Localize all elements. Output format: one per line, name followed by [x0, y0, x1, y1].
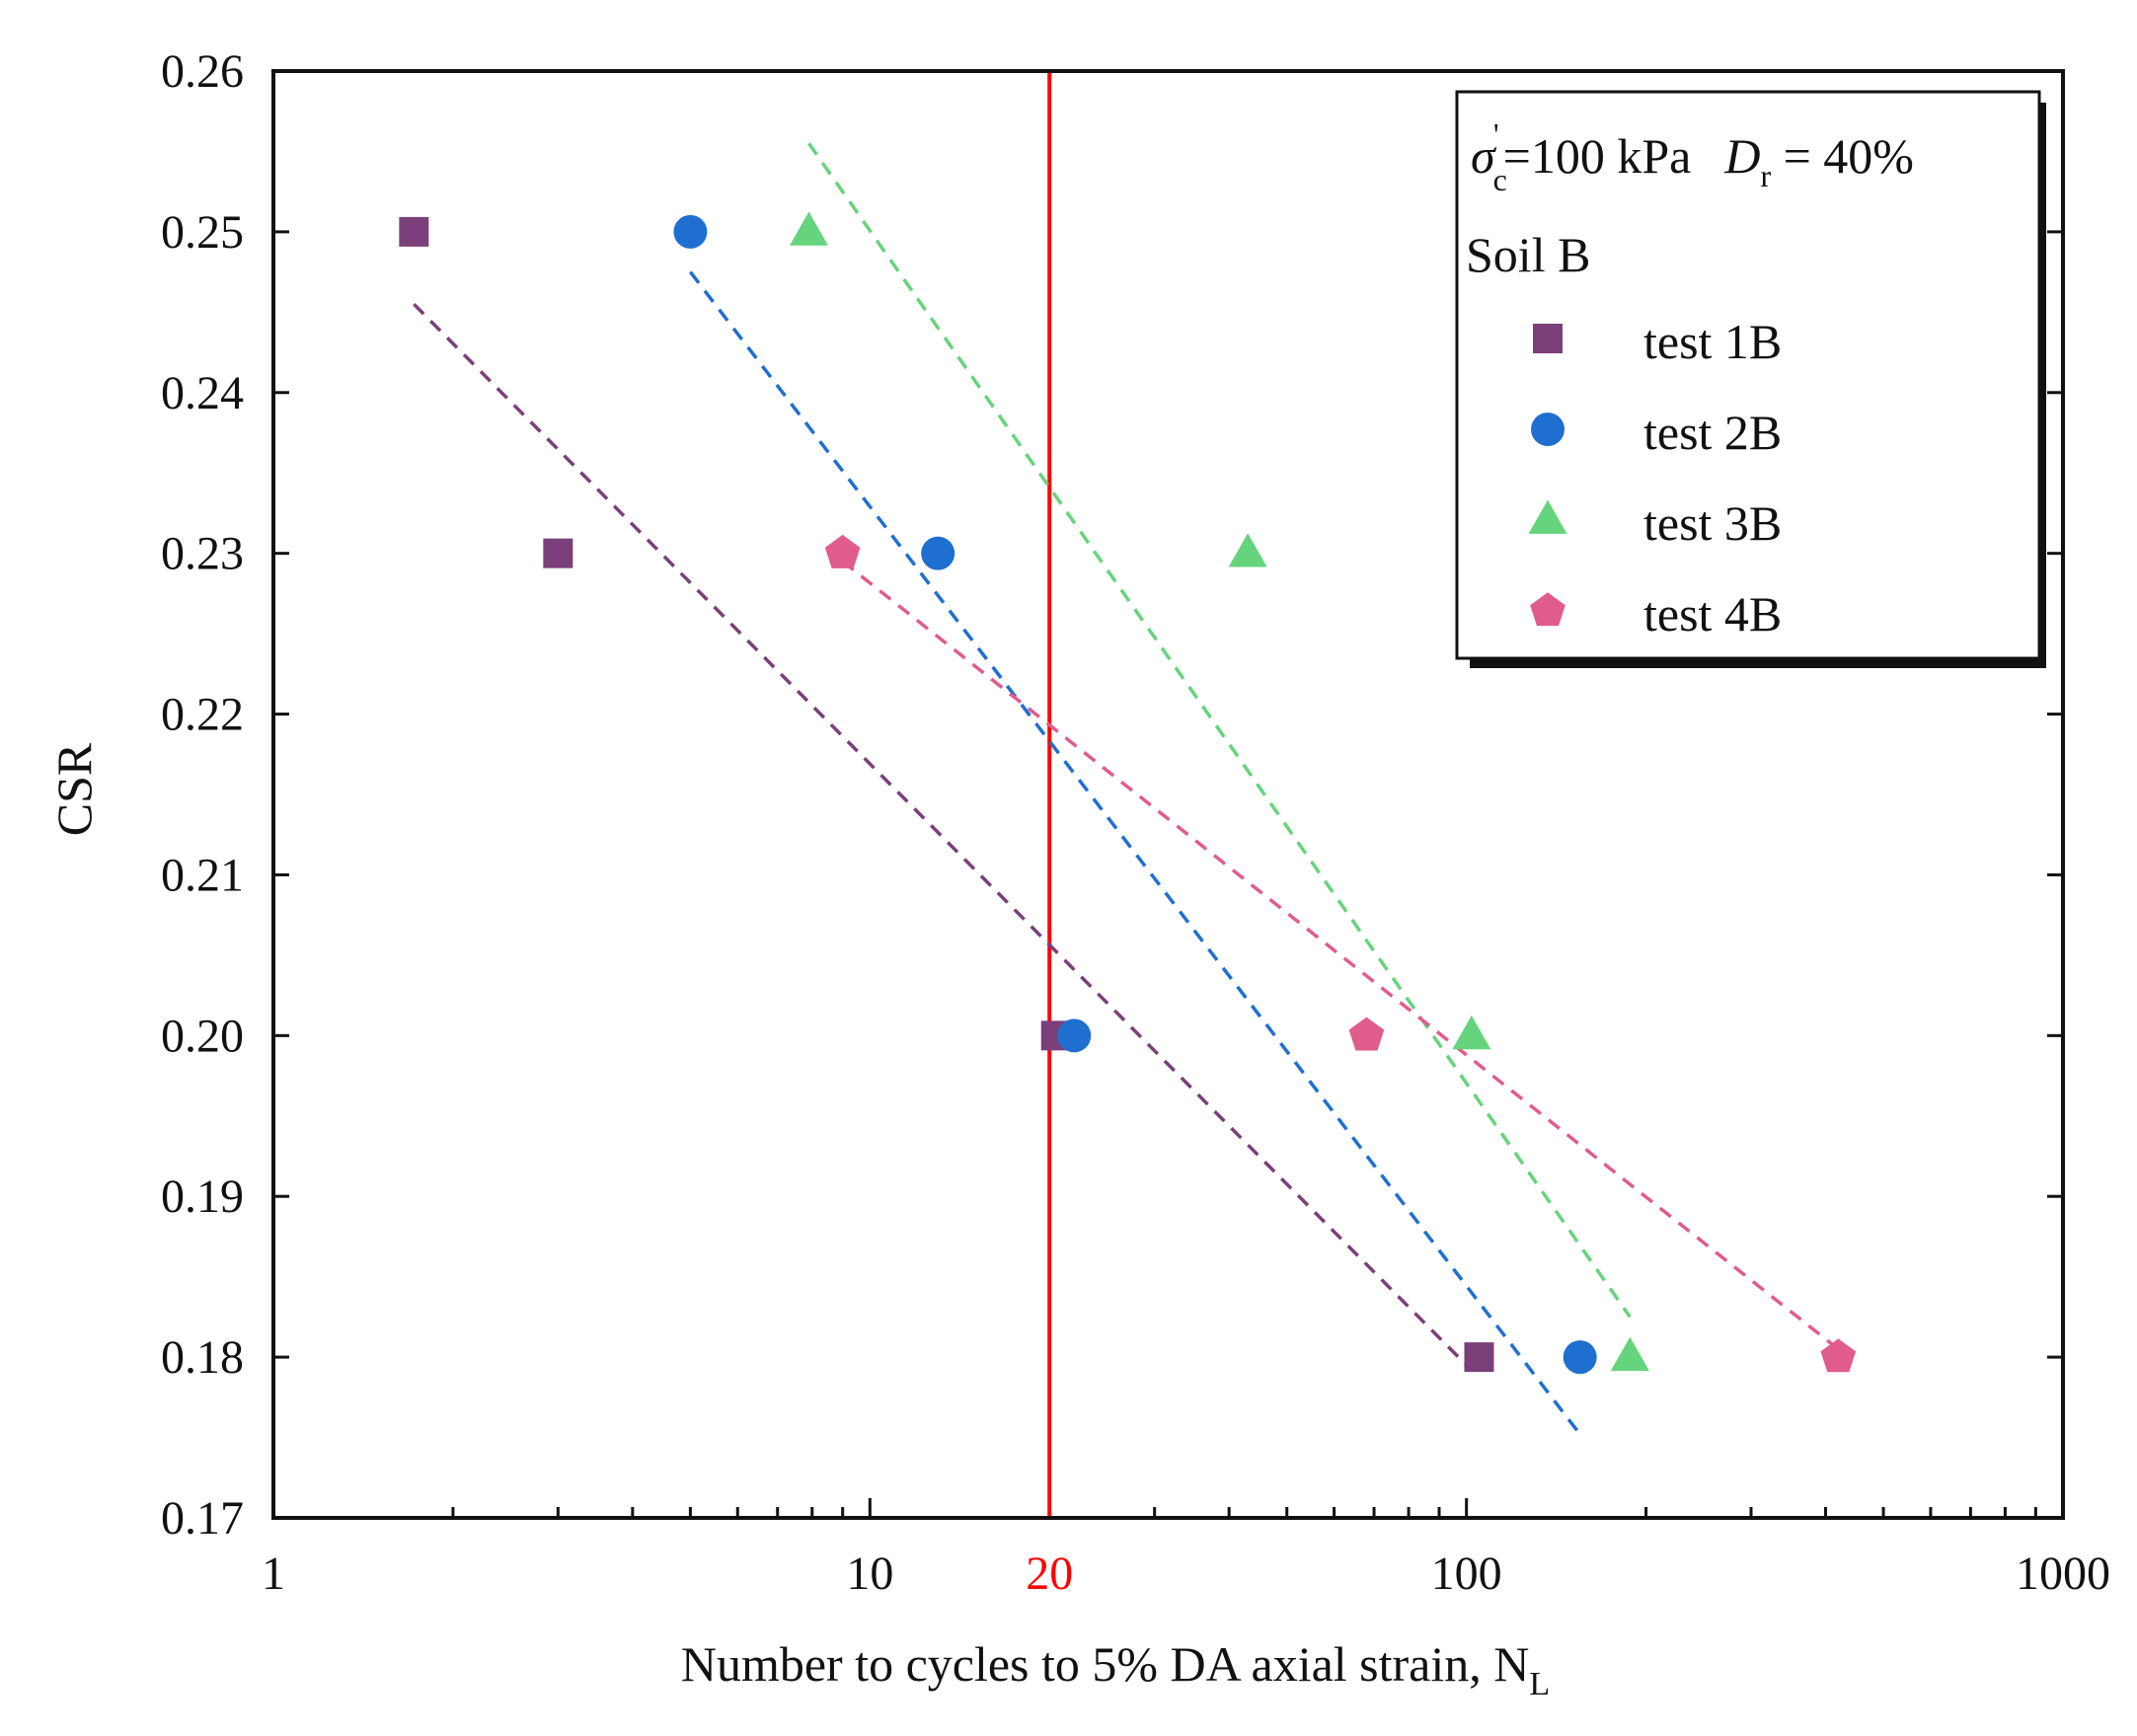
y-tick-label: 0.22 — [161, 689, 244, 741]
legend-marker-test-1b — [1533, 324, 1563, 353]
y-axis-label: CSR — [46, 742, 102, 836]
data-point-test-3b — [1228, 533, 1267, 567]
y-tick-label: 0.25 — [161, 206, 244, 259]
data-point-test-2b — [1563, 1340, 1597, 1375]
data-point-test-3b — [789, 211, 828, 246]
y-tick-label: 0.23 — [161, 528, 244, 580]
x-tick-label: 10 — [846, 1547, 893, 1600]
legend-label-test-4b: test 4B — [1643, 586, 1782, 642]
x-axis-label-main: Number to cycles to 5% DA axial strain, … — [681, 1636, 1530, 1692]
data-point-test-4b — [824, 534, 861, 568]
data-point-test-4b — [1348, 1017, 1385, 1051]
legend-pressure: =100 kPa — [1503, 128, 1692, 184]
legend-marker-test-2b — [1531, 413, 1565, 446]
data-point-test-2b — [1057, 1019, 1092, 1053]
legend-sigma-sub: c — [1493, 162, 1507, 197]
y-tick-label: 0.24 — [161, 367, 244, 419]
legend-soil: Soil B — [1466, 227, 1590, 282]
data-points — [399, 211, 1857, 1375]
tick-marks — [271, 69, 2065, 1520]
data-point-test-3b — [1452, 1015, 1491, 1050]
data-point-test-1b — [1464, 1342, 1494, 1373]
legend-marker-test-3b — [1528, 499, 1567, 534]
legend-sigma: σ — [1471, 128, 1497, 184]
data-point-test-4b — [1820, 1338, 1857, 1373]
x-tick-label: 1000 — [2016, 1547, 2110, 1600]
y-tick-label: 0.20 — [161, 1010, 244, 1062]
trend-line-test-4b — [841, 560, 1840, 1351]
data-point-test-2b — [673, 214, 708, 249]
trend-line-test-1b — [413, 302, 1468, 1367]
legend-marker-test-4b — [1530, 592, 1565, 627]
data-point-test-1b — [399, 216, 429, 247]
data-point-test-1b — [543, 538, 573, 568]
legend-label-test-3b: test 3B — [1643, 495, 1782, 551]
legend-dr-value: = 40% — [1771, 128, 1914, 184]
reference-line-label: 20 — [1026, 1547, 1073, 1600]
trend-lines — [413, 142, 1840, 1436]
data-point-test-3b — [1610, 1336, 1649, 1371]
legend-label-test-1b: test 1B — [1643, 314, 1782, 369]
y-tick-label: 0.19 — [161, 1170, 244, 1223]
x-axis-label-subscript: L — [1529, 1666, 1550, 1702]
data-point-test-2b — [921, 536, 955, 570]
legend-dr: D — [1723, 128, 1760, 184]
plot-area-frame — [271, 69, 2065, 1520]
legend-label-test-2b: test 2B — [1643, 405, 1782, 460]
y-tick-label: 0.18 — [161, 1331, 244, 1384]
legend-box — [1455, 90, 2041, 660]
legend-entries: test 1B test 2B test 3B test 4B — [1528, 314, 1782, 642]
y-tick-label: 0.21 — [161, 849, 244, 901]
legend-dr-sub: r — [1760, 158, 1771, 193]
x-tick-label: 100 — [1431, 1547, 1502, 1600]
x-axis-label: Number to cycles to 5% DA axial strain, … — [681, 1636, 1550, 1702]
legend-condition: σc '=100 kPa Dr = 40% — [1471, 116, 1914, 197]
axis-tick-labels: 0.17 0.18 0.19 0.20 0.21 0.22 0.23 0.24 0.25 0.26… — [161, 45, 2110, 1600]
y-tick-label: 0.26 — [161, 45, 244, 98]
legend: σc '=100 kPa Dr = 40% Soil B test 1B test 2… — [1455, 90, 2046, 668]
trend-line-test-3b — [807, 142, 1632, 1319]
legend-sigma-sup: ' — [1493, 116, 1499, 152]
x-tick-label: 1 — [262, 1547, 285, 1600]
trend-line-test-2b — [689, 270, 1582, 1436]
y-tick-label: 0.17 — [161, 1492, 244, 1545]
